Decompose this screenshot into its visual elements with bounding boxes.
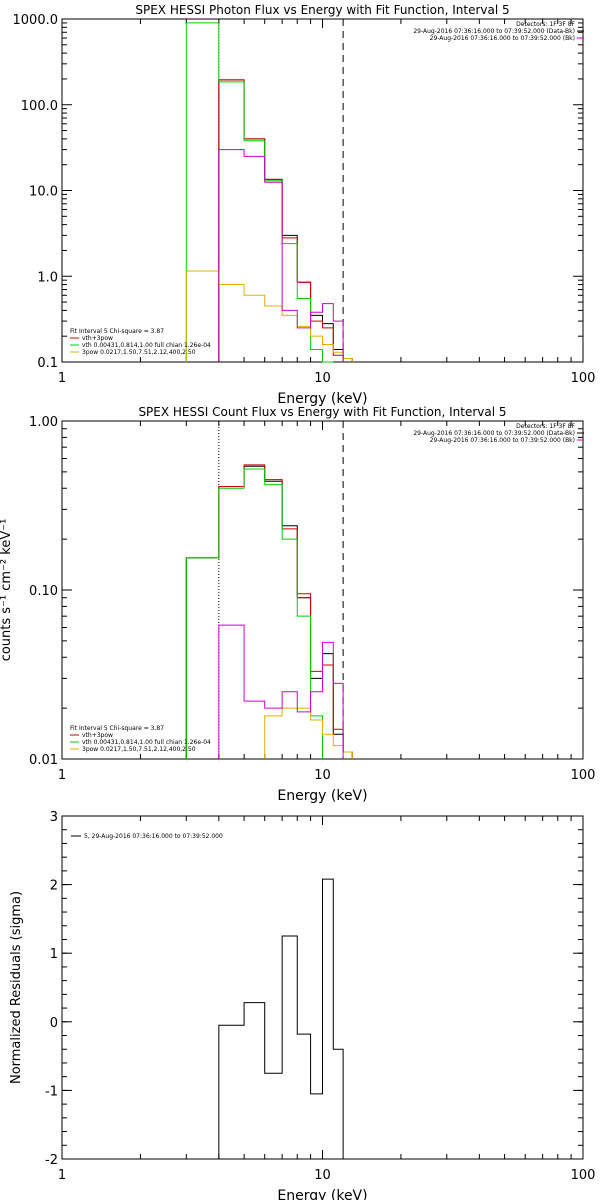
- header-line-3: 29-Aug-2016 07:36:16.000 to 07:39:52.000…: [430, 437, 575, 444]
- x-axis-label-2: Energy (keV): [277, 788, 367, 804]
- y-tick-label: -2: [45, 1153, 58, 1168]
- header-line-2: 29-Aug-2016 07:36:16.000 to 07:39:52.000…: [413, 430, 575, 437]
- y-tick-label: 0: [50, 1016, 58, 1031]
- legend-title: Fit Interval 5 Chi-square = 3.87: [70, 725, 164, 732]
- legend-entry: 3pow 0.0217,1.50,7.51,2.12,400,2.50: [82, 349, 196, 356]
- series-vth: [185, 468, 323, 759]
- y-tick-label: 1000.0: [13, 13, 59, 28]
- chart-title-1: SPEX HESSI Photon Flux vs Energy with Fi…: [135, 3, 509, 17]
- legend-entry: vth 0.00431,0.814,1.00 full chian 1.26e-…: [82, 739, 211, 746]
- series-residuals: [218, 878, 344, 1159]
- x-tick-label: 1: [58, 1168, 66, 1183]
- legend-title: Fit Interval 5 Chi-square = 3.87: [70, 328, 164, 335]
- x-tick-label: 100: [571, 1168, 596, 1183]
- legend-entry: 3pow 0.0217,1.50,7.51,2.12,400,2.50: [82, 746, 196, 753]
- series-data-bk: [185, 465, 353, 759]
- series-data-bk: [218, 79, 353, 362]
- legend-entry: vth+3pow: [82, 335, 113, 342]
- chart-title-2: SPEX HESSI Count Flux vs Energy with Fit…: [138, 405, 506, 419]
- y-tick-label: 1.0: [37, 270, 58, 285]
- header-line-1: Detectors: 1F 3F 8F: [516, 423, 575, 430]
- header-line-3: 29-Aug-2016 07:36:16.000 to 07:39:52.000…: [430, 35, 575, 42]
- x-axis-label-1: Energy (keV): [277, 391, 367, 407]
- y-tick-label: 3: [50, 810, 58, 825]
- series-vth-3pow: [218, 79, 353, 362]
- series-3pow: [185, 270, 353, 362]
- y-axis-label-2: counts s⁻¹ cm⁻² keV⁻¹: [0, 519, 14, 662]
- series-vth: [185, 22, 334, 363]
- y-axis-label-3: Normalized Residuals (sigma): [9, 891, 24, 1084]
- x-tick-label: 1: [58, 371, 66, 386]
- header-line-1: Detectors: 1F 3F 8F: [516, 21, 575, 28]
- y-tick-label: 0.10: [29, 584, 58, 599]
- y-tick-label: 1: [50, 947, 58, 962]
- x-tick-label: 10: [314, 371, 331, 386]
- legend-entry: vth 0.00431,0.814,1.00 full chian 1.26e-…: [82, 342, 211, 349]
- x-tick-label: 10: [314, 1168, 331, 1183]
- y-tick-label: 100.0: [21, 99, 58, 114]
- series-3pow: [264, 707, 353, 759]
- legend-entry: vth+3pow: [82, 732, 113, 739]
- x-tick-label: 100: [571, 768, 596, 783]
- series-bk: [218, 149, 344, 362]
- x-tick-label: 10: [314, 768, 331, 783]
- plot-frame-2: [61, 420, 584, 760]
- series-vth-3pow: [185, 464, 353, 759]
- legend-entry: 5, 29-Aug-2016 07:36:16.000 to 07:39:52.…: [84, 833, 223, 840]
- y-tick-label: 2: [50, 879, 58, 894]
- y-tick-label: 1.00: [29, 415, 58, 430]
- y-tick-label: 0.1: [37, 356, 58, 371]
- y-tick-label: 10.0: [29, 185, 58, 200]
- x-tick-label: 1: [58, 768, 66, 783]
- y-tick-label: -1: [45, 1084, 58, 1099]
- header-line-2: 29-Aug-2016 07:36:16.000 to 07:39:52.000…: [413, 28, 575, 35]
- x-axis-label-3: Energy (keV): [277, 1188, 367, 1200]
- y-tick-label: 0.01: [29, 753, 58, 768]
- series-bk: [218, 624, 344, 759]
- x-tick-label: 100: [571, 371, 596, 386]
